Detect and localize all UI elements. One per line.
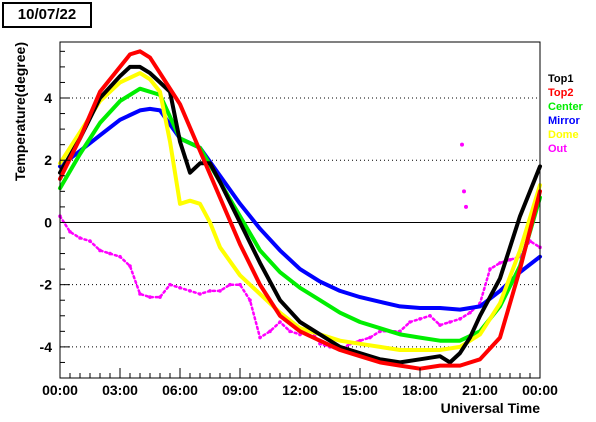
legend-top2: Top2 — [548, 87, 573, 99]
out-spike-points — [460, 142, 468, 209]
series-out-point — [78, 236, 82, 240]
series-out-point — [488, 267, 492, 271]
legend-top1: Top1 — [548, 73, 573, 85]
series-out-point — [108, 251, 112, 256]
x-tick-label: 12:00 — [282, 382, 318, 398]
series-out-point — [358, 338, 362, 343]
x-tick-label: 18:00 — [402, 382, 438, 398]
x-tick-label: 03:00 — [102, 382, 138, 398]
y-tick-label: 0 — [44, 214, 52, 230]
series-out-point — [438, 323, 442, 327]
series-out-point — [198, 292, 202, 296]
series-dome-line — [58, 71, 542, 352]
x-tick-label: 09:00 — [222, 382, 258, 398]
y-tick-label: 4 — [44, 90, 52, 106]
legend-dome: Dome — [548, 129, 579, 141]
series-out-point — [408, 320, 412, 324]
series-out-point — [148, 295, 152, 299]
series-out-point — [188, 289, 192, 293]
y-tick-label: 2 — [44, 152, 52, 168]
series-mirror-line — [58, 106, 542, 312]
series-out-point — [168, 282, 172, 287]
x-tick-label: 15:00 — [342, 382, 378, 398]
x-axis-label: Universal Time — [441, 400, 541, 416]
series-out-point — [118, 254, 122, 259]
series-out-point — [418, 317, 422, 321]
series-out-point — [68, 229, 72, 234]
x-ticks: 00:00 03:00 06:00 09:00 12:00 15:00 18:00 21:00… — [42, 368, 558, 398]
series-out-point — [98, 248, 102, 253]
series-out-point — [288, 329, 292, 334]
date-label: 10/07/22 — [2, 2, 92, 28]
x-tick-label: 21:00 — [462, 382, 498, 398]
x-tick-label: 06:00 — [162, 382, 198, 398]
series-out-point — [128, 264, 132, 268]
y-tick-label: -4 — [40, 339, 53, 355]
series-top2-line — [58, 49, 542, 371]
out-spike-point — [460, 142, 464, 147]
out-spike-point — [464, 204, 468, 209]
series-out-point — [268, 329, 272, 334]
series-out-point — [238, 282, 242, 287]
y-ticks: -4 -2 0 2 4 — [40, 50, 70, 379]
y-tick-label: -2 — [40, 277, 53, 293]
series-out-point — [228, 282, 232, 287]
grid-lines — [60, 97, 540, 348]
series-out-point — [368, 335, 372, 340]
series-out-point — [208, 289, 212, 293]
series-center-line — [58, 86, 542, 343]
series-out-point — [248, 298, 252, 303]
legend-mirror: Mirror — [548, 115, 581, 127]
series-out-point — [158, 295, 162, 299]
series-out-point — [498, 261, 502, 265]
x-tick-label: 00:00 — [42, 382, 78, 398]
series-out-point — [428, 313, 432, 318]
series-out-point — [138, 292, 142, 296]
series-out-point — [458, 317, 462, 321]
series-out-point — [468, 310, 472, 315]
series-out-point — [448, 320, 452, 324]
out-spike-point — [462, 189, 466, 194]
series-lines — [58, 49, 542, 371]
legend: Top1 Top2 Center Mirror Dome Out — [548, 73, 584, 155]
y-axis-label: Temperature(degree) — [12, 42, 28, 181]
series-out-point — [258, 335, 262, 340]
series-out-point — [178, 285, 182, 290]
series-out-point — [88, 239, 92, 243]
series-out-point — [278, 320, 282, 324]
series-top1-line — [58, 64, 542, 365]
legend-out: Out — [548, 143, 567, 155]
series-out-point — [218, 289, 222, 293]
legend-center: Center — [548, 101, 584, 113]
x-tick-label: 00:00 — [522, 382, 558, 398]
series-out-point — [508, 257, 512, 262]
